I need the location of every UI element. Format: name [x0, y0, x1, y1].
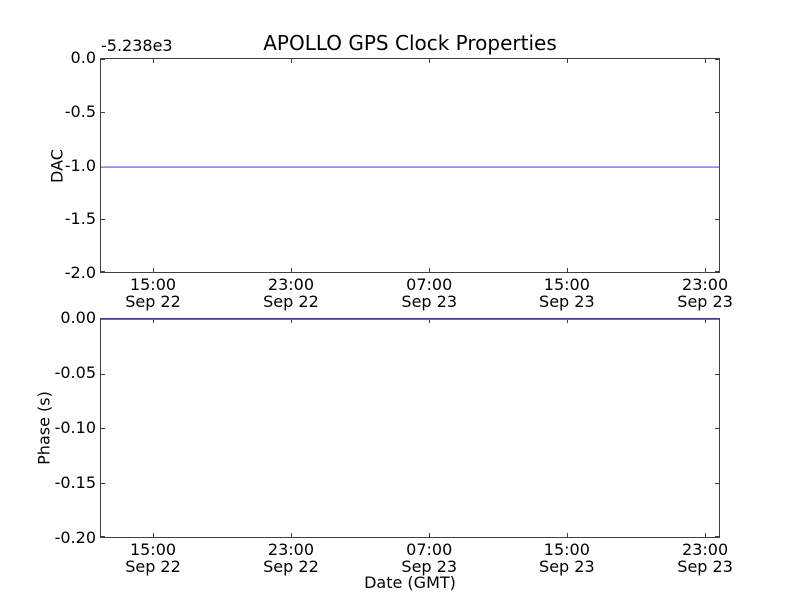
- x-tick-date: Sep 23: [401, 292, 458, 311]
- x-tick-mark: [153, 59, 154, 63]
- x-tick-mark: [291, 59, 292, 63]
- x-tick-label: 15:00 Sep 23: [519, 276, 615, 310]
- x-tick-label: 23:00 Sep 23: [657, 276, 753, 310]
- x-tick-date: Sep 22: [263, 557, 319, 576]
- dac-plot-area: [100, 58, 720, 273]
- dac-data-line: [101, 166, 719, 168]
- x-tick-label: 23:00 Sep 23: [657, 541, 753, 575]
- x-tick-mark: [705, 533, 706, 537]
- x-tick-mark: [567, 59, 568, 63]
- y-tick-label: -0.20: [54, 528, 96, 547]
- x-tick-label: 07:00 Sep 23: [381, 276, 477, 310]
- x-tick-time: 15:00: [543, 275, 590, 294]
- y-tick-mark: [715, 112, 719, 113]
- y-tick-mark: [101, 271, 105, 272]
- x-tick-date: Sep 22: [263, 292, 319, 311]
- x-tick-mark: [291, 268, 292, 272]
- x-tick-date: Sep 23: [677, 557, 733, 576]
- x-tick-mark: [567, 533, 568, 537]
- x-tick-mark: [429, 319, 430, 323]
- x-tick-mark: [705, 59, 706, 63]
- x-tick-date: Sep 23: [539, 557, 595, 576]
- y-tick-mark: [715, 483, 719, 484]
- phase-data-line: [101, 318, 719, 320]
- x-tick-label: 15:00 Sep 22: [105, 276, 201, 310]
- y-tick-mark: [101, 59, 105, 60]
- y-tick-mark: [101, 536, 105, 537]
- x-tick-mark: [567, 268, 568, 272]
- x-axis-label: Date (GMT): [364, 573, 456, 592]
- y-tick-label: -1.0: [64, 155, 96, 175]
- x-tick-date: Sep 23: [539, 292, 595, 311]
- x-tick-mark: [705, 268, 706, 272]
- x-tick-label: 07:00 Sep 23: [381, 541, 477, 575]
- y-tick-label: 0.00: [60, 308, 96, 327]
- x-tick-mark: [429, 533, 430, 537]
- x-tick-date: Sep 23: [401, 557, 458, 576]
- y-tick-label: -0.15: [54, 473, 96, 492]
- x-tick-time: 15:00: [543, 540, 590, 559]
- y-tick-mark: [101, 374, 105, 375]
- x-tick-mark: [291, 319, 292, 323]
- y-tick-label: -0.5: [64, 101, 96, 121]
- x-tick-mark: [429, 59, 430, 63]
- x-tick-time: 07:00: [406, 540, 453, 559]
- y-tick-mark: [715, 219, 719, 220]
- x-tick-mark: [429, 268, 430, 272]
- y-tick-mark: [101, 428, 105, 429]
- y-tick-mark: [715, 536, 719, 537]
- x-tick-date: Sep 22: [125, 557, 181, 576]
- x-tick-time: 23:00: [682, 540, 729, 559]
- x-tick-label: 23:00 Sep 22: [243, 276, 339, 310]
- x-tick-mark: [153, 319, 154, 323]
- y-tick-label: -2.0: [64, 263, 96, 282]
- y-tick-mark: [101, 219, 105, 220]
- phase-plot-area: [100, 318, 720, 538]
- x-tick-mark: [153, 268, 154, 272]
- x-tick-date: Sep 22: [125, 292, 181, 311]
- x-tick-time: 07:00: [406, 275, 453, 294]
- y-tick-label: 0.0: [70, 48, 96, 67]
- x-tick-time: 23:00: [267, 540, 314, 559]
- y-offset-label: -5.238e3: [101, 36, 173, 55]
- y-tick-label: -0.10: [54, 418, 96, 437]
- x-tick-time: 15:00: [129, 540, 177, 559]
- x-tick-time: 23:00: [682, 275, 729, 294]
- x-tick-date: Sep 23: [677, 292, 733, 311]
- y-tick-mark: [101, 112, 105, 113]
- y-tick-mark: [715, 428, 719, 429]
- x-tick-mark: [291, 533, 292, 537]
- y-tick-mark: [715, 271, 719, 272]
- x-tick-mark: [567, 319, 568, 323]
- x-tick-time: 23:00: [267, 275, 314, 294]
- y-tick-mark: [715, 374, 719, 375]
- x-tick-label: 15:00 Sep 23: [519, 541, 615, 575]
- x-tick-mark: [153, 533, 154, 537]
- y-tick-label: -1.5: [64, 209, 96, 229]
- x-tick-label: 15:00 Sep 22: [105, 541, 201, 575]
- y-tick-mark: [101, 483, 105, 484]
- y-tick-label: -0.05: [54, 363, 96, 382]
- y-tick-mark: [715, 59, 719, 60]
- x-tick-time: 15:00: [129, 275, 177, 294]
- x-tick-mark: [705, 319, 706, 323]
- plot-title: APOLLO GPS Clock Properties: [263, 31, 557, 55]
- x-tick-label: 23:00 Sep 22: [243, 541, 339, 575]
